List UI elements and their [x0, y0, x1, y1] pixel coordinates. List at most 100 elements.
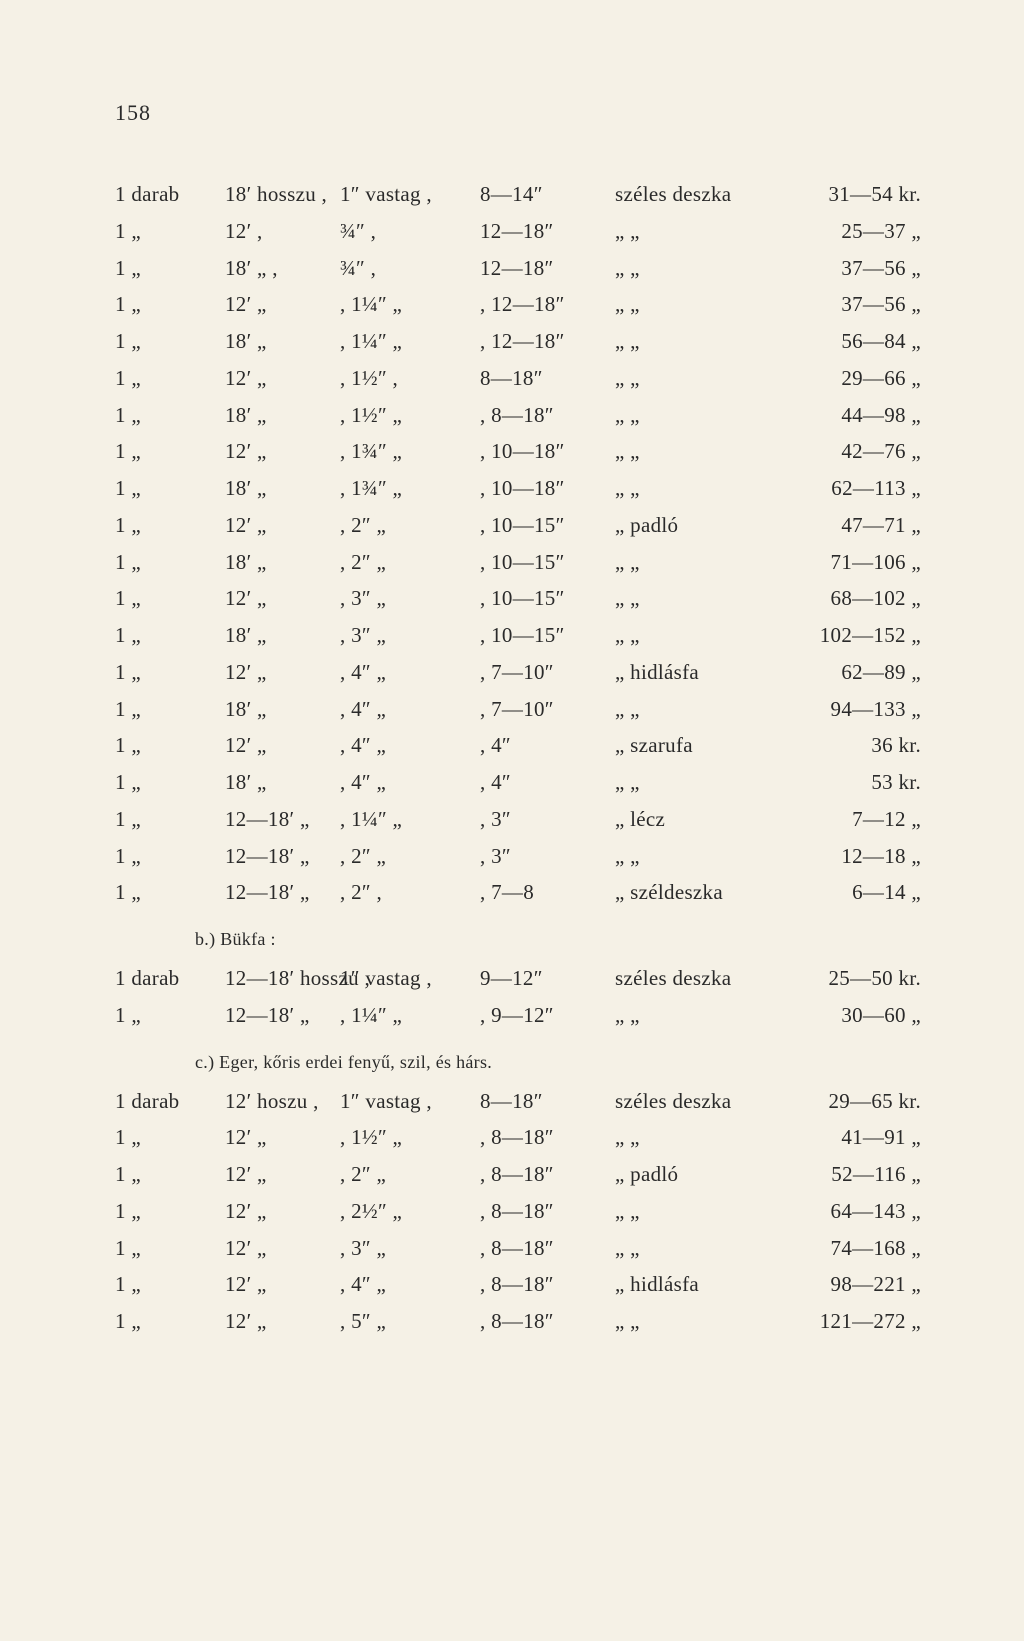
- width-cell: , 12—18″: [480, 323, 615, 360]
- table-row: 1 „12′ „, 2″ „, 8—18″„ padló52—116 „: [115, 1156, 929, 1193]
- qty-cell: 1 „: [115, 691, 225, 728]
- type-cell: „ padló: [615, 1156, 770, 1193]
- qty-cell: 1 „: [115, 580, 225, 617]
- type-cell: „ „: [615, 838, 770, 875]
- qty-cell: 1 darab: [115, 1083, 225, 1120]
- price-cell: 64—143 „: [770, 1193, 929, 1230]
- length-cell: 18′ „ ,: [225, 250, 340, 287]
- qty-cell: 1 „: [115, 433, 225, 470]
- qty-cell: 1 darab: [115, 960, 225, 997]
- thickness-cell: , 1¼″ „: [340, 997, 480, 1034]
- type-cell: „ „: [615, 617, 770, 654]
- width-cell: , 9—12″: [480, 997, 615, 1034]
- thickness-cell: , 4″ „: [340, 764, 480, 801]
- thickness-cell: , 4″ „: [340, 1266, 480, 1303]
- qty-cell: 1 „: [115, 397, 225, 434]
- width-cell: 8—18″: [480, 360, 615, 397]
- thickness-cell: , 2″ „: [340, 544, 480, 581]
- thickness-cell: , 2″ „: [340, 838, 480, 875]
- width-cell: , 8—18″: [480, 1266, 615, 1303]
- type-cell: „ hidlásfa: [615, 654, 770, 691]
- length-cell: 12′ „: [225, 1193, 340, 1230]
- thickness-cell: , 1¾″ „: [340, 433, 480, 470]
- type-cell: „ lécz: [615, 801, 770, 838]
- price-cell: 68—102 „: [770, 580, 929, 617]
- thickness-cell: , 1¾″ „: [340, 470, 480, 507]
- type-cell: széles deszka: [615, 1083, 770, 1120]
- table-row: 1 darab12′ hoszu ,1″ vastag ,8—18″széles…: [115, 1083, 929, 1120]
- price-cell: 44—98 „: [770, 397, 929, 434]
- type-cell: „ „: [615, 1193, 770, 1230]
- length-cell: 12′ „: [225, 507, 340, 544]
- thickness-cell: , 1½″ ,: [340, 360, 480, 397]
- width-cell: , 7—10″: [480, 691, 615, 728]
- table-row: 1 „18′ „, 1¾″ „, 10—18″„ „62—113 „: [115, 470, 929, 507]
- width-cell: , 10—15″: [480, 544, 615, 581]
- type-cell: „ „: [615, 397, 770, 434]
- width-cell: , 8—18″: [480, 1119, 615, 1156]
- thickness-cell: , 2½″ „: [340, 1193, 480, 1230]
- length-cell: 12—18′ „: [225, 801, 340, 838]
- qty-cell: 1 „: [115, 470, 225, 507]
- length-cell: 12—18′ „: [225, 874, 340, 911]
- type-cell: „ padló: [615, 507, 770, 544]
- type-cell: „ „: [615, 1230, 770, 1267]
- length-cell: 12—18′ „: [225, 997, 340, 1034]
- price-cell: 7—12 „: [770, 801, 929, 838]
- thickness-cell: , 1¼″ „: [340, 801, 480, 838]
- price-cell: 25—37 „: [770, 213, 929, 250]
- table-row: 1 „12′ „, 1½″ ,8—18″„ „29—66 „: [115, 360, 929, 397]
- length-cell: 18′ „: [225, 397, 340, 434]
- thickness-cell: , 3″ „: [340, 580, 480, 617]
- length-cell: 12′ „: [225, 654, 340, 691]
- price-cell: 71—106 „: [770, 544, 929, 581]
- qty-cell: 1 „: [115, 323, 225, 360]
- thickness-cell: , 1½″ „: [340, 1119, 480, 1156]
- table-row: 1 „18′ „, 4″ „, 7—10″„ „94—133 „: [115, 691, 929, 728]
- qty-cell: 1 „: [115, 617, 225, 654]
- length-cell: 12′ „: [225, 286, 340, 323]
- price-cell: 25—50 kr.: [770, 960, 929, 997]
- width-cell: 8—14″: [480, 176, 615, 213]
- table-row: 1 „12′ „, 2½″ „, 8—18″„ „64—143 „: [115, 1193, 929, 1230]
- table-row: 1 „12′ „, 5″ „, 8—18″„ „121—272 „: [115, 1303, 929, 1340]
- width-cell: , 8—18″: [480, 397, 615, 434]
- price-cell: 56—84 „: [770, 323, 929, 360]
- price-cell: 121—272 „: [770, 1303, 929, 1340]
- length-cell: 12′ „: [225, 1119, 340, 1156]
- length-cell: 18′ „: [225, 544, 340, 581]
- type-cell: „ „: [615, 691, 770, 728]
- thickness-cell: , 1¼″ „: [340, 286, 480, 323]
- length-cell: 12—18′ „: [225, 838, 340, 875]
- width-cell: , 10—15″: [480, 580, 615, 617]
- length-cell: 12′ „: [225, 1303, 340, 1340]
- table-row: 1 darab18′ hosszu ,1″ vastag ,8—14″széle…: [115, 176, 929, 213]
- thickness-cell: , 4″ „: [340, 691, 480, 728]
- width-cell: , 10—18″: [480, 470, 615, 507]
- price-cell: 102—152 „: [770, 617, 929, 654]
- table-row: 1 darab12—18′ hosszu ,1″ vastag ,9—12″sz…: [115, 960, 929, 997]
- type-cell: „ „: [615, 360, 770, 397]
- price-cell: 41—91 „: [770, 1119, 929, 1156]
- type-cell: „ „: [615, 250, 770, 287]
- price-cell: 74—168 „: [770, 1230, 929, 1267]
- table-row: 1 „12′ „, 3″ „, 10—15″„ „68—102 „: [115, 580, 929, 617]
- qty-cell: 1 „: [115, 727, 225, 764]
- length-cell: 12′ „: [225, 580, 340, 617]
- section-c: 1 darab12′ hoszu ,1″ vastag ,8—18″széles…: [115, 1083, 929, 1340]
- price-cell: 53 kr.: [770, 764, 929, 801]
- length-cell: 12′ „: [225, 1266, 340, 1303]
- length-cell: 12′ „: [225, 1156, 340, 1193]
- table-row: 1 „12—18′ „, 1¼″ „, 9—12″„ „30—60 „: [115, 997, 929, 1034]
- type-cell: „ „: [615, 764, 770, 801]
- type-cell: „ hidlásfa: [615, 1266, 770, 1303]
- type-cell: „ szarufa: [615, 727, 770, 764]
- width-cell: 8—18″: [480, 1083, 615, 1120]
- table-row: 1 „18′ „, 1½″ „, 8—18″„ „44—98 „: [115, 397, 929, 434]
- section-c-heading: c.) Eger, kőris erdei fenyű, szil, és há…: [195, 1052, 929, 1073]
- thickness-cell: , 2″ „: [340, 507, 480, 544]
- thickness-cell: 1″ vastag ,: [340, 176, 480, 213]
- price-cell: 6—14 „: [770, 874, 929, 911]
- width-cell: , 10—15″: [480, 617, 615, 654]
- qty-cell: 1 „: [115, 874, 225, 911]
